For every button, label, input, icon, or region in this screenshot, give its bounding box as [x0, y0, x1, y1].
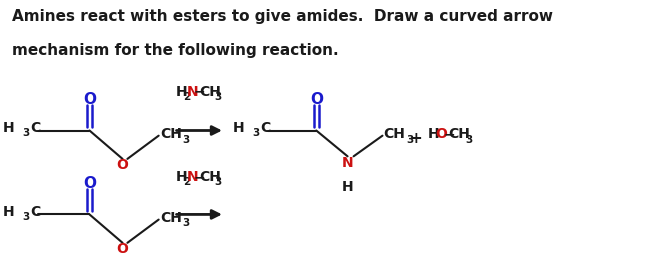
- Text: C: C: [31, 205, 41, 219]
- Text: −: −: [443, 127, 455, 141]
- Text: N: N: [342, 156, 353, 170]
- Text: C: C: [31, 121, 41, 135]
- Text: −: −: [193, 85, 205, 99]
- Text: H: H: [428, 127, 439, 141]
- Text: 3: 3: [215, 177, 222, 187]
- Text: 3: 3: [252, 128, 259, 138]
- Text: 3: 3: [22, 212, 29, 222]
- Text: H: H: [342, 180, 353, 194]
- Text: 3: 3: [465, 134, 473, 145]
- Text: CH: CH: [383, 127, 406, 141]
- Text: 3: 3: [183, 218, 190, 228]
- Text: N: N: [187, 170, 199, 184]
- Text: 2: 2: [184, 177, 191, 187]
- Text: O: O: [83, 92, 96, 107]
- Text: Amines react with esters to give amides.  Draw a curved arrow: Amines react with esters to give amides.…: [12, 9, 553, 24]
- Text: O: O: [436, 127, 447, 141]
- Text: O: O: [83, 176, 96, 191]
- Text: H: H: [176, 170, 187, 184]
- Text: O: O: [117, 242, 128, 256]
- Text: mechanism for the following reaction.: mechanism for the following reaction.: [12, 43, 339, 58]
- Text: H: H: [232, 121, 244, 135]
- Text: C: C: [260, 121, 271, 135]
- Text: 3: 3: [183, 134, 190, 145]
- Text: 3: 3: [22, 128, 29, 138]
- Text: 3: 3: [406, 134, 413, 145]
- Text: CH: CH: [160, 127, 182, 141]
- Text: H: H: [3, 205, 14, 219]
- Text: H: H: [176, 85, 187, 99]
- Text: CH: CH: [160, 211, 182, 225]
- Text: O: O: [310, 92, 323, 107]
- Text: O: O: [117, 158, 128, 172]
- Text: 3: 3: [215, 92, 222, 102]
- Text: H: H: [3, 121, 14, 135]
- Text: −: −: [193, 170, 205, 184]
- Text: CH: CH: [199, 85, 221, 99]
- Text: CH: CH: [449, 127, 471, 141]
- Text: N: N: [187, 85, 199, 99]
- Text: 2: 2: [184, 92, 191, 102]
- Text: +: +: [409, 131, 422, 146]
- Text: CH: CH: [199, 170, 221, 184]
